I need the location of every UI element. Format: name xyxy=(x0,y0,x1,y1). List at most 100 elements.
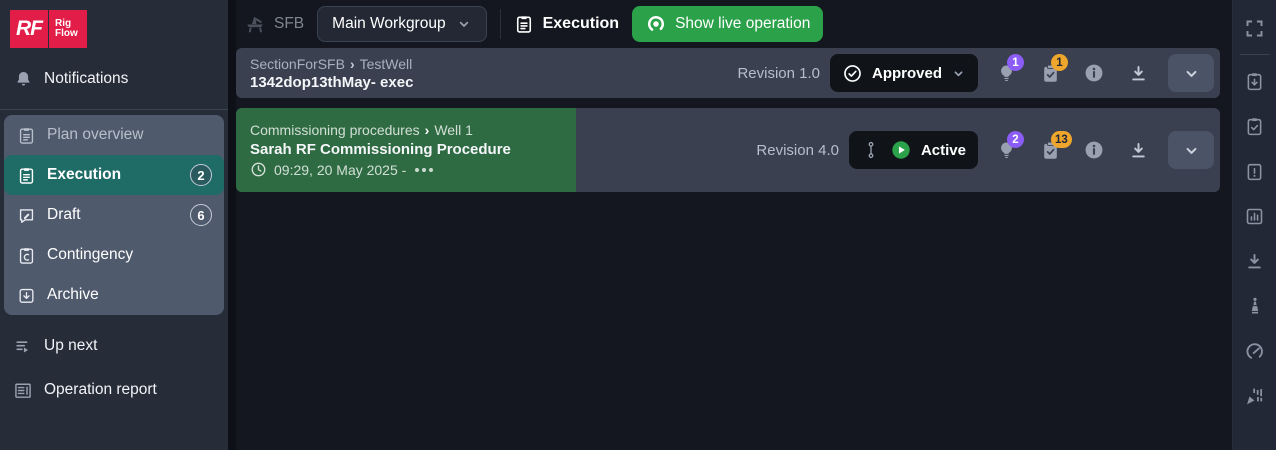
sidebar-item-contingency[interactable]: Contingency xyxy=(4,235,224,275)
timestamp: 09:29, 20 May 2025 - xyxy=(274,161,407,178)
clipboard-icon xyxy=(514,14,534,34)
plan-title: Sarah RF Commissioning Procedure xyxy=(250,141,511,158)
play-circle-icon xyxy=(890,139,912,161)
site-label: SFB xyxy=(244,13,304,35)
bha-tool-icon[interactable] xyxy=(1243,294,1267,318)
live-icon xyxy=(645,13,667,35)
topbar: SFB Main Workgroup Execution Show live o xyxy=(236,0,1232,48)
workgroup-dropdown[interactable]: Main Workgroup xyxy=(317,6,487,42)
download-icon[interactable] xyxy=(1243,249,1267,273)
contingency-clipboard-icon xyxy=(16,245,36,265)
chevron-down-icon xyxy=(1182,141,1201,160)
rigflow-wordmark: Rig Flow xyxy=(49,10,87,48)
live-button-label: Show live operation xyxy=(675,15,811,32)
topbar-divider xyxy=(499,9,501,39)
download-icon xyxy=(1128,63,1149,84)
up-next-label: Up next xyxy=(44,337,98,354)
sidebar-item-plan-overview[interactable]: Plan overview xyxy=(4,115,224,155)
row-actions: Revision 4.0 Active xyxy=(756,131,1220,169)
info-icon xyxy=(1083,62,1105,84)
status-dropdown-approved[interactable]: Approved xyxy=(829,54,978,92)
info-icon xyxy=(1083,139,1105,161)
check-circle-icon xyxy=(842,63,863,84)
row-info: SectionForSFB › TestWell 1342dop13thMay- e… xyxy=(236,56,413,91)
clipboard-icon xyxy=(16,125,36,145)
status-label: Active xyxy=(920,141,966,159)
row-actions: Revision 1.0 Approved xyxy=(737,54,1220,92)
clipboard-check-icon xyxy=(1040,63,1061,84)
active-procedure-panel[interactable]: Commissioning procedures › Well 1 Sarah RF… xyxy=(236,108,576,192)
plan-check-icon[interactable] xyxy=(1243,114,1267,138)
info-button[interactable] xyxy=(1082,138,1106,162)
right-toolbar xyxy=(1232,0,1276,450)
page-title-label: Execution xyxy=(542,15,620,32)
breadcrumb-separator: › xyxy=(349,55,355,72)
ellipsis-icon[interactable] xyxy=(415,167,434,172)
chart-icon[interactable] xyxy=(1243,204,1267,228)
clock-icon xyxy=(250,161,267,178)
plan-rows: SectionForSFB › TestWell 1342dop13thMay- e… xyxy=(236,48,1232,192)
execution-count-badge: 2 xyxy=(190,164,212,186)
rigflow-logo[interactable]: RF Rig Flow xyxy=(0,0,228,48)
expand-row-button[interactable] xyxy=(1168,54,1214,92)
chevron-down-icon xyxy=(1182,64,1201,83)
perforation-icon[interactable] xyxy=(1243,384,1267,408)
tasks-button[interactable]: 1 xyxy=(1038,54,1068,85)
bell-icon xyxy=(13,69,33,89)
info-button[interactable] xyxy=(1082,61,1106,85)
plan-alert-icon[interactable] xyxy=(1243,159,1267,183)
revision-label: Revision 1.0 xyxy=(737,64,820,82)
gauge-icon[interactable] xyxy=(1243,339,1267,363)
clipboard-list-icon xyxy=(16,165,36,185)
workgroup-label: Main Workgroup xyxy=(332,15,446,32)
plan-export-icon[interactable] xyxy=(1243,69,1267,93)
connector-icon xyxy=(861,140,881,160)
breadcrumb: SectionForSFB › TestWell xyxy=(250,55,413,72)
insights-button[interactable]: 2 xyxy=(994,131,1024,162)
insights-count-badge: 1 xyxy=(1007,54,1024,71)
expand-icon[interactable] xyxy=(1243,16,1267,40)
contingency-label: Contingency xyxy=(47,246,134,263)
expand-row-button[interactable] xyxy=(1168,131,1214,169)
sidebar-item-up-next[interactable]: Up next xyxy=(0,324,228,368)
insights-button[interactable]: 1 xyxy=(994,54,1024,85)
sidebar-item-operation-report[interactable]: Operation report xyxy=(0,368,228,412)
revision-label: Revision 4.0 xyxy=(756,141,839,159)
notifications-label: Notifications xyxy=(44,70,129,87)
insights-count-badge: 2 xyxy=(1007,131,1024,148)
show-live-operation-button[interactable]: Show live operation xyxy=(632,6,824,42)
chevron-down-icon xyxy=(951,66,966,81)
sidebar-item-archive[interactable]: Archive xyxy=(4,275,224,315)
breadcrumb-separator: › xyxy=(424,122,430,138)
rf-logo-mark: RF xyxy=(10,10,48,48)
plan-row-testwell[interactable]: SectionForSFB › TestWell 1342dop13thMay- e… xyxy=(236,48,1220,98)
plan-group: Plan overview Execution 2 Draft 6 xyxy=(4,115,224,315)
draft-pen-icon xyxy=(16,205,36,225)
main-area: SFB Main Workgroup Execution Show live o xyxy=(236,0,1232,450)
status-active[interactable]: Active xyxy=(848,131,978,169)
sidebar-item-notifications[interactable]: Notifications xyxy=(0,57,228,101)
sidebar-item-draft[interactable]: Draft 6 xyxy=(4,195,224,235)
up-next-icon xyxy=(13,336,33,356)
page-title: Execution xyxy=(514,14,619,34)
sidebar-divider xyxy=(0,109,228,110)
execution-label: Execution xyxy=(47,166,122,183)
tasks-count-badge: 1 xyxy=(1051,54,1068,71)
status-label: Approved xyxy=(871,64,942,82)
plan-overview-label: Plan overview xyxy=(47,126,144,143)
chevron-down-icon xyxy=(456,16,472,32)
download-button[interactable] xyxy=(1126,138,1150,162)
operation-report-label: Operation report xyxy=(44,381,157,398)
sidebar-item-execution[interactable]: Execution 2 xyxy=(4,155,224,195)
draft-label: Draft xyxy=(47,206,81,223)
download-icon xyxy=(1128,140,1149,161)
toolbar-divider xyxy=(1239,54,1270,55)
site-code: SFB xyxy=(274,15,305,32)
archive-label: Archive xyxy=(47,286,99,303)
tasks-button[interactable]: 13 xyxy=(1038,131,1072,162)
plan-title: 1342dop13thMay- exec xyxy=(250,73,414,91)
archive-box-icon xyxy=(16,285,36,305)
plan-row-commissioning[interactable]: Commissioning procedures › Well 1 Sarah RF… xyxy=(236,108,1220,192)
clipboard-check-icon xyxy=(1040,140,1061,161)
download-button[interactable] xyxy=(1126,61,1150,85)
